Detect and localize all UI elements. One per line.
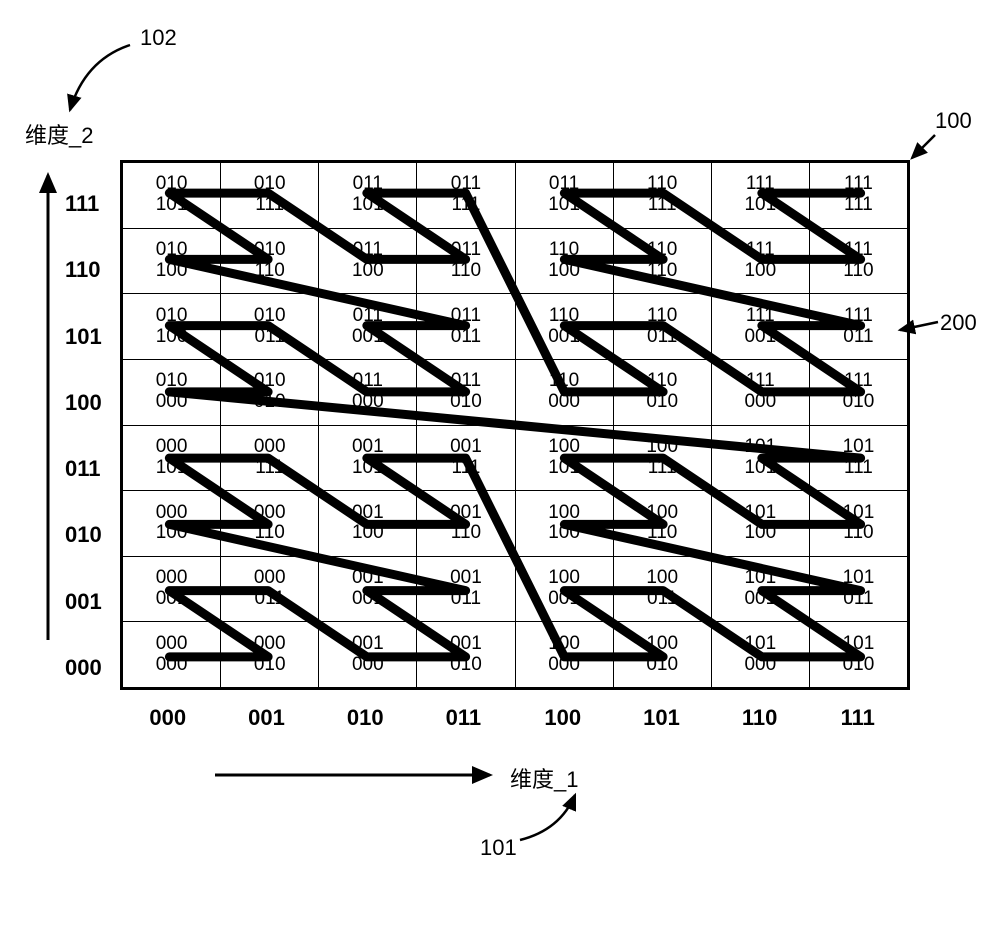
x-tick: 100 — [544, 705, 581, 731]
grid-cell: 100111 — [613, 425, 711, 491]
grid-cell: 011110 — [417, 228, 515, 294]
grid-cell: 100001 — [515, 556, 613, 622]
grid-cell: 011101 — [319, 163, 417, 229]
grid-cell: 110110 — [613, 228, 711, 294]
grid-cell: 101011 — [809, 556, 907, 622]
ref-100: 100 — [935, 108, 972, 134]
grid-cell: 000010 — [221, 622, 319, 688]
grid-cell: 001101 — [319, 425, 417, 491]
grid-cell: 000101 — [123, 425, 221, 491]
grid-cell: 010111 — [221, 163, 319, 229]
grid-cell: 000011 — [221, 556, 319, 622]
y-tick: 000 — [65, 655, 102, 681]
grid-cell: 101101 — [711, 425, 809, 491]
grid-cell: 101111 — [809, 425, 907, 491]
grid-cell: 010100 — [123, 228, 221, 294]
grid-cell: 001011 — [417, 556, 515, 622]
y-tick: 001 — [65, 589, 102, 615]
z-order-grid: 0101010101110111010111110111011101111111… — [120, 160, 910, 690]
grid-cell: 010100 — [123, 294, 221, 360]
x-tick: 111 — [841, 705, 875, 731]
grid-cell: 111000 — [711, 359, 809, 425]
grid-cell: 010110 — [221, 228, 319, 294]
y-axis-label: 维度_2 — [25, 118, 93, 150]
grid-cell: 000111 — [221, 425, 319, 491]
y-tick: 111 — [65, 191, 99, 217]
grid-cell: 111010 — [809, 359, 907, 425]
grid-cell: 100101 — [515, 425, 613, 491]
grid-cell: 100100 — [515, 491, 613, 557]
x-tick: 010 — [347, 705, 384, 731]
grid-cell: 001000 — [319, 622, 417, 688]
grid-cell: 011000 — [319, 359, 417, 425]
figure-canvas: 102 维度_2 100 200 11111010110001101000100… — [0, 0, 1000, 925]
ref-102: 102 — [140, 25, 177, 51]
y-tick: 010 — [65, 522, 102, 548]
grid-cell: 100011 — [613, 556, 711, 622]
grid-cell: 111011 — [809, 294, 907, 360]
grid-cell: 101100 — [711, 491, 809, 557]
grid-cell: 011100 — [319, 228, 417, 294]
grid-cell: 000001 — [123, 556, 221, 622]
grid-cell: 110011 — [613, 294, 711, 360]
x-tick: 101 — [643, 705, 680, 731]
grid-table: 0101010101110111010111110111011101111111… — [122, 162, 908, 688]
y-tick: 011 — [65, 456, 101, 482]
x-tick: 000 — [149, 705, 186, 731]
grid-cell: 011111 — [417, 163, 515, 229]
grid-cell: 101110 — [809, 491, 907, 557]
grid-cell: 110111 — [613, 163, 711, 229]
grid-cell: 011101 — [515, 163, 613, 229]
grid-cell: 001110 — [417, 491, 515, 557]
grid-cell: 010011 — [221, 294, 319, 360]
grid-cell: 000110 — [221, 491, 319, 557]
grid-cell: 100110 — [613, 491, 711, 557]
grid-cell: 010010 — [221, 359, 319, 425]
grid-cell: 011011 — [417, 294, 515, 360]
grid-cell: 010000 — [123, 359, 221, 425]
grid-cell: 001001 — [319, 556, 417, 622]
grid-cell: 000000 — [123, 622, 221, 688]
grid-cell: 001010 — [417, 622, 515, 688]
x-tick: 110 — [742, 705, 778, 731]
grid-cell: 101001 — [711, 556, 809, 622]
grid-cell: 010101 — [123, 163, 221, 229]
grid-cell: 100000 — [515, 622, 613, 688]
grid-cell: 111111 — [809, 163, 907, 229]
grid-cell: 110010 — [613, 359, 711, 425]
grid-cell: 011010 — [417, 359, 515, 425]
grid-cell: 111110 — [809, 228, 907, 294]
grid-cell: 001111 — [417, 425, 515, 491]
y-tick: 101 — [65, 324, 102, 350]
x-tick: 011 — [446, 705, 482, 731]
grid-cell: 100010 — [613, 622, 711, 688]
grid-cell: 110000 — [515, 359, 613, 425]
y-tick: 110 — [65, 257, 101, 283]
ref-101: 101 — [480, 835, 517, 861]
grid-cell: 111100 — [711, 228, 809, 294]
ref-200: 200 — [940, 310, 977, 336]
x-axis-label: 维度_1 — [510, 762, 578, 794]
grid-cell: 111001 — [711, 294, 809, 360]
grid-cell: 110100 — [515, 228, 613, 294]
grid-cell: 110001 — [515, 294, 613, 360]
grid-cell: 001100 — [319, 491, 417, 557]
grid-cell: 101010 — [809, 622, 907, 688]
y-tick: 100 — [65, 390, 102, 416]
grid-cell: 000100 — [123, 491, 221, 557]
grid-cell: 011001 — [319, 294, 417, 360]
grid-cell: 101000 — [711, 622, 809, 688]
grid-cell: 111101 — [711, 163, 809, 229]
x-tick: 001 — [248, 705, 285, 731]
